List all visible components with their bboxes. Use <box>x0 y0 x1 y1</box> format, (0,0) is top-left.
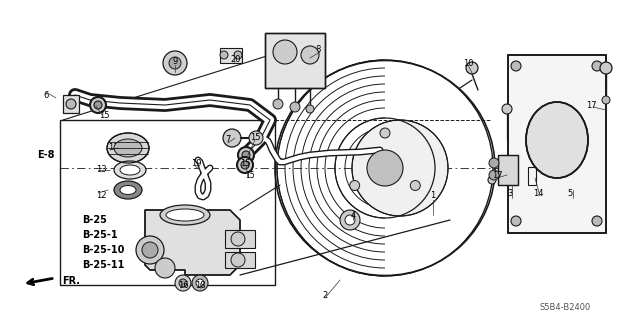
Circle shape <box>169 57 181 69</box>
Ellipse shape <box>526 102 588 178</box>
Circle shape <box>502 104 512 114</box>
Circle shape <box>602 96 610 104</box>
Circle shape <box>142 242 158 258</box>
Circle shape <box>234 51 242 59</box>
Circle shape <box>340 210 360 230</box>
Text: 16: 16 <box>178 280 188 290</box>
Circle shape <box>592 216 602 226</box>
Text: B-25-1: B-25-1 <box>82 230 118 240</box>
Text: 7: 7 <box>225 136 230 145</box>
Bar <box>498 155 518 185</box>
Circle shape <box>466 62 478 74</box>
Text: 5: 5 <box>568 189 573 197</box>
Ellipse shape <box>114 161 146 179</box>
Ellipse shape <box>114 139 142 157</box>
Circle shape <box>290 102 300 112</box>
Circle shape <box>345 215 355 225</box>
Circle shape <box>196 279 204 287</box>
Circle shape <box>380 128 390 138</box>
Circle shape <box>220 51 228 59</box>
Circle shape <box>301 46 319 64</box>
Text: FR.: FR. <box>62 276 80 286</box>
Text: 2: 2 <box>323 291 328 300</box>
Bar <box>225 230 255 248</box>
Text: 11: 11 <box>108 144 118 152</box>
Circle shape <box>136 236 164 264</box>
Circle shape <box>592 61 602 71</box>
Bar <box>528 167 536 185</box>
Circle shape <box>175 275 191 291</box>
Ellipse shape <box>160 205 210 225</box>
Circle shape <box>163 51 187 75</box>
Bar <box>225 252 255 268</box>
Text: 3: 3 <box>508 189 513 197</box>
Circle shape <box>273 99 283 109</box>
Circle shape <box>367 150 403 186</box>
Bar <box>220 48 242 63</box>
Circle shape <box>349 181 360 190</box>
Circle shape <box>238 147 254 163</box>
Circle shape <box>489 158 499 168</box>
Circle shape <box>410 181 420 190</box>
Circle shape <box>179 279 187 287</box>
Circle shape <box>511 61 521 71</box>
Text: 6: 6 <box>44 91 49 100</box>
Circle shape <box>231 253 245 267</box>
Ellipse shape <box>120 186 136 195</box>
Text: 20: 20 <box>231 56 241 64</box>
Text: 4: 4 <box>350 211 356 220</box>
Text: 17: 17 <box>586 100 596 109</box>
Circle shape <box>488 176 496 184</box>
Circle shape <box>511 216 521 226</box>
Circle shape <box>155 258 175 278</box>
Text: 14: 14 <box>532 189 543 197</box>
Text: 19: 19 <box>191 159 201 167</box>
Bar <box>63 95 79 113</box>
Circle shape <box>94 101 102 109</box>
Circle shape <box>273 40 297 64</box>
Bar <box>265 33 325 88</box>
Text: 8: 8 <box>316 46 321 55</box>
Text: 18: 18 <box>195 280 205 290</box>
Text: 9: 9 <box>172 57 178 66</box>
Circle shape <box>66 99 76 109</box>
Ellipse shape <box>120 165 140 175</box>
Text: 17: 17 <box>492 170 502 180</box>
Circle shape <box>231 232 245 246</box>
Text: S5B4-B2400: S5B4-B2400 <box>540 303 591 313</box>
Bar <box>508 55 606 233</box>
Text: 12: 12 <box>96 190 106 199</box>
Bar <box>498 155 518 185</box>
Text: B-25: B-25 <box>82 215 107 225</box>
Text: 15: 15 <box>99 112 109 121</box>
Text: 1: 1 <box>430 191 436 201</box>
Text: 15: 15 <box>250 133 260 143</box>
Text: 15: 15 <box>240 159 250 167</box>
Circle shape <box>306 105 314 113</box>
Circle shape <box>600 62 612 74</box>
Bar <box>508 55 606 233</box>
Text: 13: 13 <box>96 166 106 174</box>
Text: E-8: E-8 <box>37 150 54 160</box>
Polygon shape <box>145 210 240 275</box>
Bar <box>265 33 325 88</box>
Circle shape <box>90 97 106 113</box>
Circle shape <box>242 151 250 159</box>
Text: 10: 10 <box>463 58 473 68</box>
Circle shape <box>241 161 249 169</box>
Circle shape <box>352 120 448 216</box>
Text: B-25-10: B-25-10 <box>82 245 124 255</box>
Ellipse shape <box>107 133 149 163</box>
Circle shape <box>223 129 241 147</box>
Text: 15: 15 <box>245 170 255 180</box>
Circle shape <box>192 275 208 291</box>
Circle shape <box>249 131 263 145</box>
Bar <box>60 120 275 285</box>
Text: B-25-11: B-25-11 <box>82 260 124 270</box>
Ellipse shape <box>166 209 204 221</box>
Ellipse shape <box>114 181 142 199</box>
Circle shape <box>489 170 499 180</box>
Circle shape <box>237 157 253 173</box>
